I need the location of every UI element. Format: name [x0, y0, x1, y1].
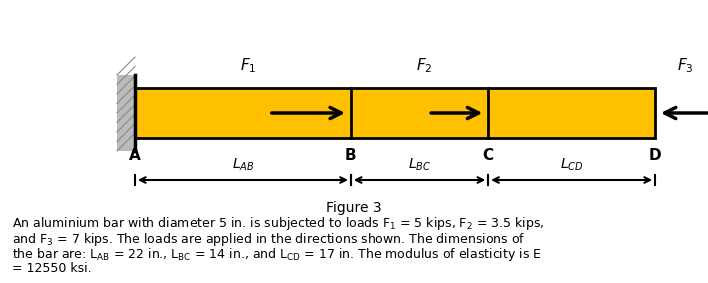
Text: $L_{CD}$: $L_{CD}$ — [560, 156, 583, 173]
Text: $\mathit{F}_3$: $\mathit{F}_3$ — [677, 56, 693, 75]
Text: B: B — [345, 148, 357, 163]
Text: Figure 3: Figure 3 — [326, 201, 382, 215]
Text: $\mathit{F}_2$: $\mathit{F}_2$ — [416, 56, 433, 75]
Text: An aluminium bar with diameter 5 in. is subjected to loads F$_1$ = 5 kips, F$_2$: An aluminium bar with diameter 5 in. is … — [12, 215, 544, 232]
Text: $\mathit{F}_1$: $\mathit{F}_1$ — [240, 56, 256, 75]
Text: $L_{AB}$: $L_{AB}$ — [232, 156, 254, 173]
Text: $L_{BC}$: $L_{BC}$ — [408, 156, 431, 173]
Bar — [135, 88, 655, 138]
Text: the bar are: L$_{\sf AB}$ = 22 in., L$_{\sf BC}$ = 14 in., and L$_{\sf CD}$ = 17: the bar are: L$_{\sf AB}$ = 22 in., L$_{… — [12, 246, 542, 263]
Text: = 12550 ksi.: = 12550 ksi. — [12, 261, 91, 275]
Bar — [117, 75, 135, 151]
Text: A: A — [129, 148, 141, 163]
Text: and F$_3$ = 7 kips. The loads are applied in the directions shown. The dimension: and F$_3$ = 7 kips. The loads are applie… — [12, 230, 525, 248]
Text: C: C — [483, 148, 493, 163]
Text: D: D — [649, 148, 661, 163]
